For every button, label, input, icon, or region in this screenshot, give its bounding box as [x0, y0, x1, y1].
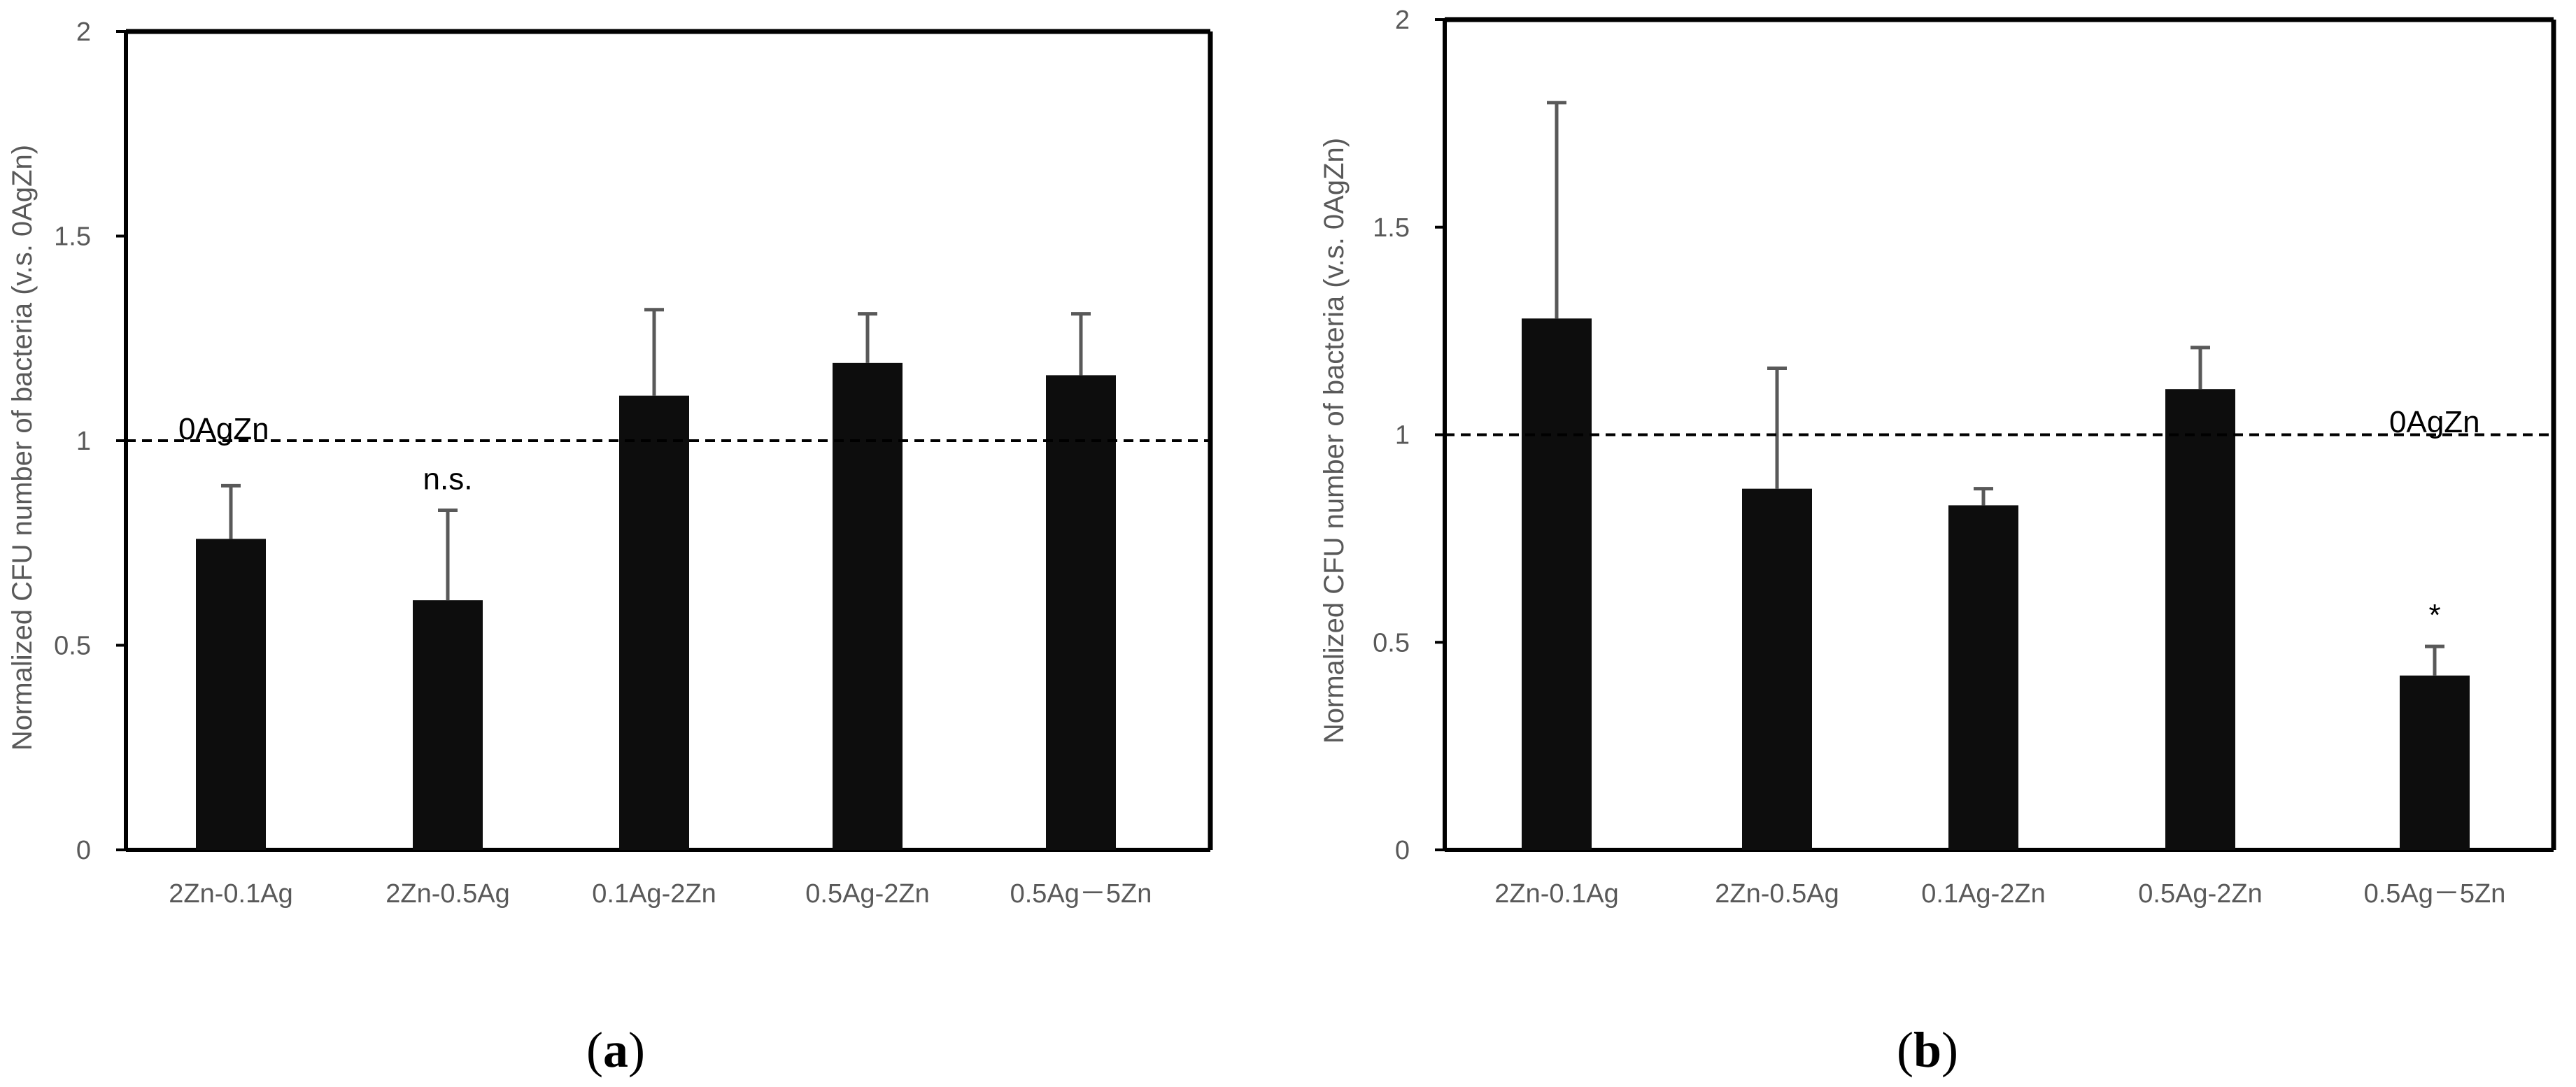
x-tick-label: 0.1Ag-2Zn	[1921, 879, 2045, 909]
chart-panel-a: 0 0.5 1 1.5 2 Normalized CFU number of bacter…	[7, 17, 1213, 1078]
x-tick-label: 0.5Ag-2Zn	[2138, 879, 2262, 909]
y-tick-label: 0	[1395, 836, 1410, 865]
panel-label: (a)	[586, 1022, 645, 1078]
x-tick-label: 0.1Ag-2Zn	[592, 879, 716, 909]
y-tick-label: 1.5	[54, 222, 91, 252]
y-tick-label: 0	[76, 836, 91, 865]
y-tick-label: 1	[76, 427, 91, 456]
significance-annotation: n.s.	[423, 462, 473, 496]
y-axis-label: Normalized CFU number of bacteria (v.s. …	[7, 145, 38, 751]
x-tick-label: 2Zn-0.1Ag	[169, 879, 292, 909]
chart-panel-b: 0 0.5 1 1.5 2 Normalized CFU number of bacter…	[1319, 6, 2556, 1078]
x-tick-label: 2Zn-0.1Ag	[1494, 879, 1618, 909]
y-tick-label: 0.5	[54, 632, 91, 661]
panel-label: (b)	[1897, 1022, 1958, 1078]
y-tick-label: 2	[76, 17, 91, 47]
x-tick-label: 0.5Ag-2Zn	[805, 879, 929, 909]
x-tick-label: 0.5Ag－5Zn	[1010, 879, 1152, 909]
bar	[619, 395, 689, 850]
reference-line-label: 0AgZn	[2389, 405, 2480, 439]
y-tick-label: 1.5	[1373, 213, 1410, 243]
y-tick-label: 2	[1395, 6, 1410, 35]
bar	[1948, 505, 2018, 850]
y-axis-label: Normalized CFU number of bacteria (v.s. …	[1319, 138, 1350, 744]
significance-annotation: *	[2428, 598, 2440, 632]
y-tick-label: 1	[1395, 421, 1410, 450]
bar	[2165, 389, 2235, 850]
bar	[1522, 318, 1592, 850]
x-tick-label: 0.5Ag－5Zn	[2364, 879, 2506, 909]
reference-line-label: 0AgZn	[178, 412, 269, 446]
bar	[2400, 675, 2470, 850]
y-tick-label: 0.5	[1373, 628, 1410, 658]
bar	[196, 539, 266, 850]
bar	[1046, 375, 1116, 850]
bar	[413, 600, 483, 850]
bar	[833, 362, 903, 850]
x-tick-label: 2Zn-0.5Ag	[385, 879, 509, 909]
x-tick-label: 2Zn-0.5Ag	[1715, 879, 1839, 909]
bar	[1742, 488, 1812, 850]
